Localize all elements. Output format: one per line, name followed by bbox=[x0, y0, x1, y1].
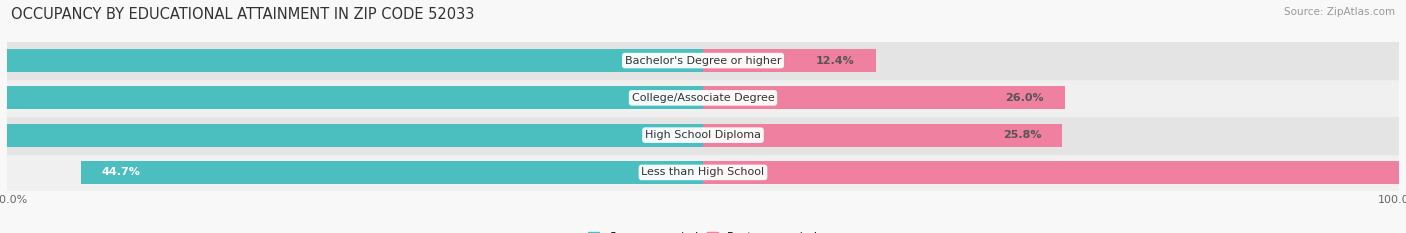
Bar bbox=[0, 86, 703, 110]
Text: College/Associate Degree: College/Associate Degree bbox=[631, 93, 775, 103]
Text: 25.8%: 25.8% bbox=[1002, 130, 1042, 140]
Bar bbox=[703, 49, 876, 72]
Text: OCCUPANCY BY EDUCATIONAL ATTAINMENT IN ZIP CODE 52033: OCCUPANCY BY EDUCATIONAL ATTAINMENT IN Z… bbox=[11, 7, 475, 22]
Bar bbox=[0, 49, 703, 72]
Bar bbox=[80, 161, 703, 184]
Bar bbox=[703, 86, 1064, 110]
Text: 44.7%: 44.7% bbox=[101, 168, 141, 177]
Text: Source: ZipAtlas.com: Source: ZipAtlas.com bbox=[1284, 7, 1395, 17]
Text: 12.4%: 12.4% bbox=[815, 56, 855, 65]
Bar bbox=[0, 123, 703, 147]
Text: High School Diploma: High School Diploma bbox=[645, 130, 761, 140]
Text: 26.0%: 26.0% bbox=[1005, 93, 1045, 103]
Bar bbox=[703, 123, 1062, 147]
Text: Bachelor's Degree or higher: Bachelor's Degree or higher bbox=[624, 56, 782, 65]
Bar bbox=[7, 42, 1399, 79]
Bar bbox=[7, 79, 1399, 116]
Legend: Owner-occupied, Renter-occupied: Owner-occupied, Renter-occupied bbox=[588, 232, 818, 233]
Bar bbox=[7, 154, 1399, 191]
Bar bbox=[7, 116, 1399, 154]
Text: Less than High School: Less than High School bbox=[641, 168, 765, 177]
Bar bbox=[703, 161, 1406, 184]
